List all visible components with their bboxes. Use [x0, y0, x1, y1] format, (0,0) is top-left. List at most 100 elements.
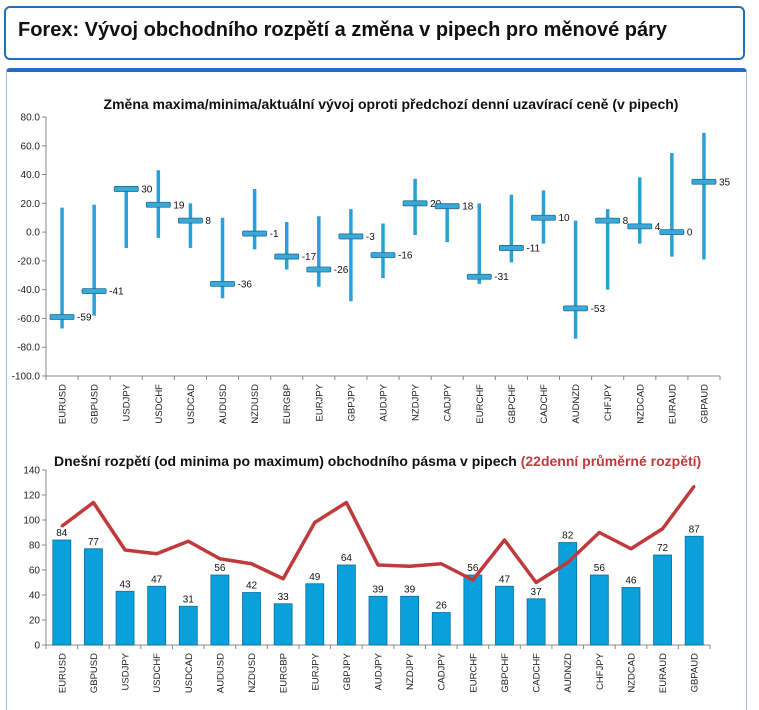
chart2-average-point — [345, 501, 348, 504]
chart2-average-point — [281, 577, 285, 580]
chart1-current-label: -17 — [302, 252, 317, 263]
chart2-y-tick-label: 60 — [29, 566, 41, 577]
chart1-current-label: -36 — [238, 279, 253, 290]
chart1-x-tick-label: GBPUSD — [90, 384, 101, 424]
chart1-current-marker — [563, 305, 588, 312]
chart2-bar-label: 56 — [214, 563, 226, 574]
chart2-y-tick-label: 0 — [34, 641, 40, 652]
chart2-bar-label: 56 — [467, 563, 479, 574]
chart1-current-marker — [434, 203, 460, 210]
chart2-bar — [526, 598, 546, 646]
chart1-current-label: -11 — [526, 243, 540, 254]
chart1-current-label: -3 — [366, 232, 375, 243]
chart1-x-tick-label: EURUSD — [58, 384, 69, 424]
chart1-current-marker — [531, 214, 556, 221]
chart1-current-label: 0 — [687, 228, 693, 239]
chart1-current-marker — [210, 281, 235, 287]
chart2-bar — [305, 583, 325, 646]
chart2-x-tick-label: USDCAD — [184, 653, 195, 693]
chart1-current-label: -16 — [398, 251, 413, 262]
chart2-bar-label: 56 — [594, 563, 606, 574]
chart1-current-label: 18 — [462, 202, 474, 213]
chart2-bar-label: 82 — [562, 531, 574, 542]
chart2-average-point — [250, 562, 253, 565]
chart2-bar — [621, 587, 641, 646]
chart2-bar — [495, 585, 514, 646]
chart2-bar-label: 47 — [151, 574, 163, 585]
chart1-current-marker — [370, 252, 396, 259]
chart2-bar-label: 49 — [309, 572, 321, 583]
chart2-bar — [336, 564, 356, 646]
chart1-title: Změna maxima/minima/aktuální vývoj oprot… — [104, 96, 679, 112]
chart1-current-marker — [178, 217, 203, 224]
chart2-x-tick-label: EURGBP — [279, 653, 290, 693]
chart2-average-point — [629, 547, 633, 550]
chart1-current-label: 19 — [173, 200, 185, 211]
chart1-current-marker — [49, 314, 75, 320]
chart2-average-point — [92, 501, 95, 504]
chart2-bar — [653, 554, 672, 646]
chart1-y-tick-label: -20.0 — [17, 256, 40, 267]
chart1-current-label: -31 — [494, 272, 509, 283]
chart2-x-tick-label: AUDUSD — [215, 653, 226, 693]
chart1-x-tick-label: GBPCHF — [507, 384, 518, 424]
chart2-bar — [242, 592, 261, 646]
chart2-x-tick-label: EURUSD — [57, 653, 68, 693]
chart2-average-point — [471, 578, 475, 582]
chart1-x-tick-label: GBPJPY — [346, 383, 357, 421]
chart1-current-label: 35 — [719, 177, 731, 188]
chart1-current-marker — [466, 273, 492, 280]
chart2-y-tick-label: 20 — [29, 616, 41, 627]
chart1-current-marker — [691, 178, 717, 185]
chart2-x-tick-label: NZDJPY — [405, 652, 416, 690]
chart1-x-tick-label: USDCHF — [154, 384, 165, 424]
chart1-x-tick-label: EURJPY — [314, 383, 325, 421]
chart2-y-tick-label: 40 — [29, 591, 41, 602]
chart1-current-marker — [498, 245, 524, 251]
chart1-x-tick-label: EURAUD — [667, 384, 678, 424]
chart2-bar — [115, 590, 135, 646]
chart2-x-tick-label: CADJPY — [437, 652, 448, 690]
chart1-current-label: -41 — [109, 287, 124, 298]
chart2-bar-label: 43 — [119, 579, 131, 590]
chart1-x-tick-label: CADJPY — [443, 383, 454, 421]
chart2-x-tick-label: CADCHF — [532, 653, 543, 693]
chart2-bar — [431, 612, 451, 646]
chart2-average-point — [692, 485, 696, 488]
chart1-current-marker — [81, 288, 107, 295]
chart1-current-marker — [306, 266, 332, 273]
chart2-bar-label: 77 — [88, 537, 100, 548]
chart1-y-tick-label: 60.0 — [21, 141, 41, 152]
chart2-bar-label: 46 — [625, 576, 637, 587]
chart2-average-point — [534, 581, 538, 584]
chart2-bar-label: 72 — [657, 543, 669, 554]
chart1-current-label: 30 — [141, 184, 153, 195]
chart2-average-point — [155, 552, 158, 555]
chart2-bar-label: 39 — [404, 584, 416, 595]
chart1-current-label: 8 — [205, 216, 211, 227]
chart2-x-tick-label: USDJPY — [121, 652, 132, 690]
chart2-y-tick-label: 120 — [23, 491, 40, 502]
chart2-x-tick-label: NZDUSD — [247, 653, 258, 693]
chart1-y-tick-label: -60.0 — [17, 314, 40, 325]
chart2-x-tick-label: AUDNZD — [563, 653, 574, 693]
chart1-x-tick-label: CHFJPY — [603, 383, 614, 421]
chart1-current-label: -26 — [334, 265, 349, 276]
chart2-bar — [84, 548, 103, 646]
chart2-average-point — [503, 538, 506, 542]
chart1-current-label: -53 — [591, 304, 606, 315]
chart1-current-marker — [274, 253, 300, 260]
chart2-bar-label: 39 — [372, 584, 384, 595]
chart2-average-point — [566, 561, 569, 564]
chart1-current-marker — [659, 229, 685, 236]
chart2-bar-label: 33 — [278, 592, 290, 603]
chart2-bar — [210, 574, 230, 646]
chart1-y-tick-label: 80.0 — [21, 113, 41, 124]
chart2-bar-label: 87 — [689, 524, 701, 535]
chart1-x-tick-label: GBPAUD — [699, 384, 710, 424]
chart1-x-tick-label: USDCAD — [186, 384, 197, 424]
chart2-average-point — [376, 563, 380, 567]
chart1-x-tick-label: EURCHF — [475, 384, 486, 424]
chart1-current-label: -59 — [77, 313, 92, 324]
chart2-bar — [273, 603, 293, 646]
